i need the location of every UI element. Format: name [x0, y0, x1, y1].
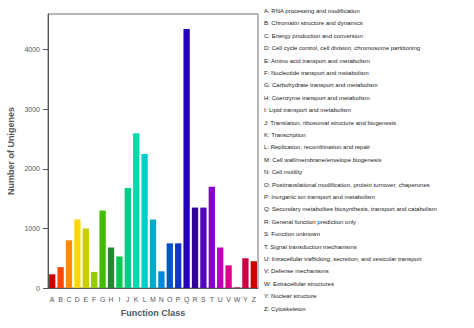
svg-text:4000: 4000 — [24, 46, 40, 53]
svg-text:L: L — [143, 296, 147, 303]
svg-text:S: S — [201, 296, 206, 303]
svg-text:C: C — [66, 296, 71, 303]
svg-text:0: 0 — [36, 285, 40, 292]
svg-text:N: Cell motility: N: Cell motility — [264, 169, 302, 175]
svg-text:D: D — [75, 296, 80, 303]
svg-text:Q: Secondary metabolites biosy: Q: Secondary metabolites biosynthesis, t… — [264, 206, 437, 212]
svg-text:C: Energy production and conve: C: Energy production and conversion — [264, 33, 363, 39]
svg-text:G: G — [100, 296, 105, 303]
svg-text:Z: Cytoskeleton: Z: Cytoskeleton — [264, 306, 306, 312]
svg-text:B: Chromatin structure and dyn: B: Chromatin structure and dynamics — [264, 20, 363, 26]
svg-text:B: B — [58, 296, 63, 303]
svg-text:K: K — [134, 296, 139, 303]
svg-text:W: W — [234, 296, 241, 303]
svg-text:J: J — [126, 296, 130, 303]
svg-text:H: H — [108, 296, 113, 303]
svg-text:2000: 2000 — [24, 165, 40, 172]
svg-text:L: Replication, recombination: L: Replication, recombination and repair — [264, 144, 370, 150]
svg-text:O: Posttranslational modificat: O: Posttranslational modification, prote… — [264, 182, 430, 188]
svg-text:O: O — [167, 296, 173, 303]
svg-text:Number of Unigenes: Number of Unigenes — [6, 107, 16, 195]
svg-text:U: U — [218, 296, 223, 303]
svg-text:V: Defense mechanisms: V: Defense mechanisms — [264, 268, 329, 274]
svg-text:M: M — [150, 296, 156, 303]
svg-text:I: Lipid transport and metabol: I: Lipid transport and metabolism — [264, 107, 351, 113]
svg-text:R: R — [192, 296, 197, 303]
svg-text:E: E — [83, 296, 88, 303]
svg-text:M: Cell wall/membrane/envelope: M: Cell wall/membrane/envelope biogenesi… — [264, 157, 381, 163]
svg-text:N: N — [159, 296, 164, 303]
svg-text:G: Carbohydrate transport and: G: Carbohydrate transport and metabolism — [264, 82, 378, 88]
svg-text:Y: Nuclear structure: Y: Nuclear structure — [264, 293, 317, 299]
svg-text:F: Nucleotide transport and me: F: Nucleotide transport and metabolism — [264, 70, 369, 76]
svg-text:Z: Z — [252, 296, 257, 303]
svg-text:V: V — [226, 296, 231, 303]
svg-text:E: Amino acid transport and me: E: Amino acid transport and metabolism — [264, 58, 370, 64]
svg-text:H: Coenzyme transport and meta: H: Coenzyme transport and metabolism — [264, 95, 370, 101]
svg-text:3000: 3000 — [24, 106, 40, 113]
svg-text:1000: 1000 — [24, 225, 40, 232]
svg-text:T: Signal transduction mechani: T: Signal transduction mechanisms — [264, 244, 357, 250]
svg-text:P: P — [176, 296, 181, 303]
svg-text:Y: Y — [243, 296, 248, 303]
svg-text:T: T — [210, 296, 215, 303]
svg-text:D: Cell cycle control, cell di: D: Cell cycle control, cell division, ch… — [264, 45, 420, 51]
svg-text:Q: Q — [184, 296, 190, 304]
svg-text:R: General function prediction: R: General function prediction only — [264, 219, 356, 225]
svg-text:W: Extracellular structures: W: Extracellular structures — [264, 281, 334, 287]
svg-text:F: F — [92, 296, 96, 303]
svg-text:J: Translation, ribosomal stru: J: Translation, ribosomal structure and … — [264, 120, 396, 126]
svg-text:A: A — [50, 296, 55, 303]
svg-text:P: Inorganic ion transport and: P: Inorganic ion transport and metabolis… — [264, 194, 375, 200]
svg-text:K: Transcription: K: Transcription — [264, 132, 306, 138]
svg-text:U: Intracellular trafficking,: U: Intracellular trafficking, secretion,… — [264, 256, 422, 262]
svg-text:I: I — [118, 296, 120, 303]
svg-text:A: RNA processing and modifica: A: RNA processing and modification — [264, 8, 360, 14]
svg-text:Function Class: Function Class — [121, 308, 186, 318]
svg-text:S: Function unknown: S: Function unknown — [264, 231, 320, 237]
